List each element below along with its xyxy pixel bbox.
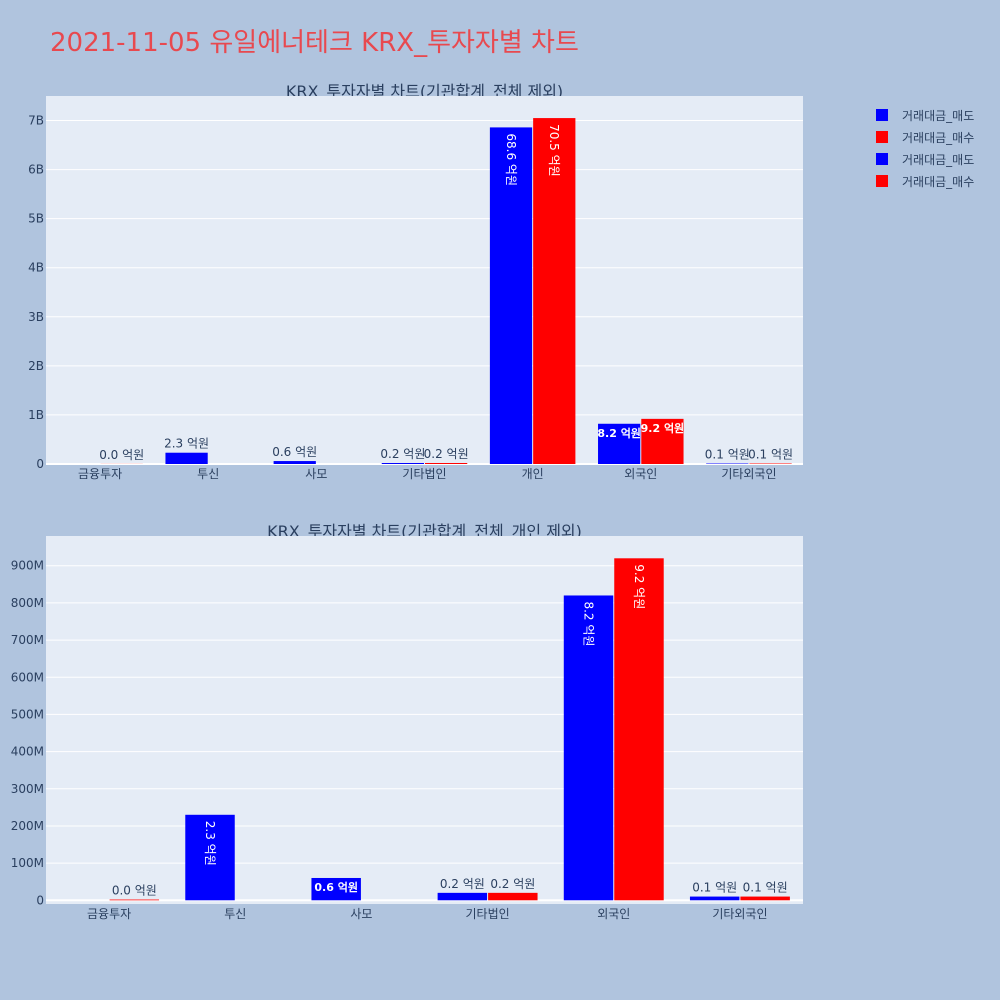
legend-label: 거래대금_매수 [902,174,975,189]
y-tick-label: 500M [11,707,44,721]
data-label: 0.2 억원 [440,877,485,891]
data-label: 9.2 억원 [641,421,685,435]
bar [109,899,160,901]
x-tick-label: 금융투자 [87,907,131,921]
data-label: 0.2 억원 [424,447,469,461]
y-tick-label: 6B [28,163,44,177]
data-label: 8.2 억원 [597,426,641,440]
y-tick-label: 2B [28,359,44,373]
x-tick-label: 사모 [305,467,327,481]
data-label: 0.1 억원 [705,448,750,462]
bar [273,461,316,464]
y-tick-label: 4B [28,261,44,275]
x-tick-label: 투신 [197,467,219,481]
data-label: 0.1 억원 [743,881,788,895]
x-tick-label: 외국인 [624,467,657,481]
data-label: 2.3 억원 [203,821,217,866]
x-tick-label: 투신 [224,907,246,921]
data-label: 0.6 억원 [314,880,358,894]
bar [437,892,488,901]
bar [489,127,533,465]
data-label: 0.1 억원 [692,881,737,895]
y-tick-label: 900M [11,559,44,573]
bar [689,896,740,901]
y-tick-label: 600M [11,670,44,684]
legend-item[interactable]: 거래대금_매수 [872,170,974,192]
x-tick-label: 기타외국인 [712,907,767,921]
x-tick-label: 기타법인 [465,907,509,921]
data-label: 9.2 억원 [632,564,646,609]
x-tick-label: 개인 [522,467,544,481]
x-tick-label: 외국인 [597,907,630,921]
data-label: 0.0 억원 [112,884,157,898]
legend-item[interactable]: 거래대금_매도 [872,104,974,126]
legend-item[interactable]: 거래대금_매도 [872,148,974,170]
plot-area [46,536,803,904]
y-tick-label: 7B [28,114,44,128]
legend-label: 거래대금_매도 [902,152,975,167]
bar [311,877,361,901]
legend: 거래대금_매도 거래대금_매수 거래대금_매도 거래대금_매수 [872,104,974,192]
data-label: 0.2 억원 [490,877,535,891]
bar [425,463,468,464]
y-tick-label: 300M [11,782,44,796]
bar [165,452,208,464]
bar [185,814,235,901]
y-tick-label: 800M [11,596,44,610]
data-label: 0.0 억원 [99,448,144,462]
bar [563,595,614,901]
bar [740,896,790,901]
bar [641,418,684,464]
data-label: 68.6 억원 [504,133,518,186]
x-tick-label: 기타외국인 [721,467,776,481]
legend-item[interactable]: 거래대금_매수 [872,126,974,148]
legend-swatch [876,131,888,143]
y-tick-label: 400M [11,745,44,759]
y-tick-label: 0 [36,457,44,471]
page-title: 2021-11-05 유일에너테크 KRX_투자자별 차트 [50,28,579,58]
y-tick-label: 0 [36,893,44,907]
data-label: 8.2 억원 [581,601,595,646]
x-tick-label: 사모 [350,907,372,921]
legend-swatch [876,153,888,165]
y-tick-label: 3B [28,310,44,324]
legend-swatch [876,109,888,121]
legend-label: 거래대금_매수 [902,130,975,145]
y-tick-label: 700M [11,633,44,647]
y-tick-label: 1B [28,408,44,422]
plot-area [46,96,803,464]
legend-label: 거래대금_매도 [902,108,975,123]
legend-swatch [876,175,888,187]
x-tick-label: 기타법인 [402,467,446,481]
bar [598,423,641,464]
bar [488,892,538,901]
data-label: 2.3 억원 [164,437,209,451]
y-tick-label: 100M [11,856,44,870]
data-label: 70.5 억원 [547,124,561,177]
bar [381,463,424,464]
y-tick-label: 200M [11,819,44,833]
data-label: 0.1 억원 [748,448,793,462]
x-tick-label: 금융투자 [78,467,122,481]
bar [614,558,664,901]
bar [533,118,576,464]
data-label: 0.2 억원 [380,447,425,461]
y-tick-label: 5B [28,212,44,226]
data-label: 0.6 억원 [272,445,317,459]
